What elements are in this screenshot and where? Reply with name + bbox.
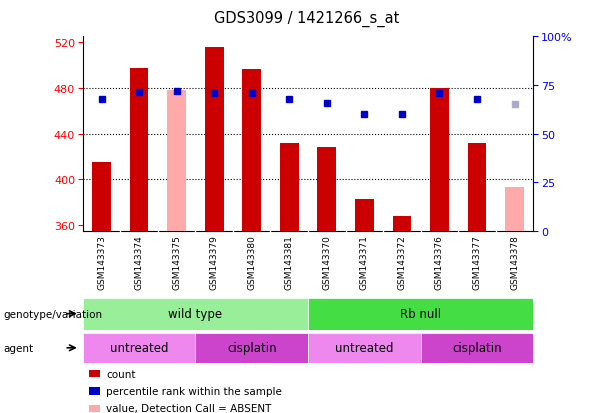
Text: untreated: untreated xyxy=(335,342,394,354)
Text: GSM143378: GSM143378 xyxy=(510,235,519,289)
Bar xyxy=(355,199,374,231)
Bar xyxy=(421,333,533,363)
Text: cisplatin: cisplatin xyxy=(452,342,502,354)
Text: GDS3099 / 1421266_s_at: GDS3099 / 1421266_s_at xyxy=(214,10,399,26)
Bar xyxy=(430,88,449,231)
Text: count: count xyxy=(106,369,135,379)
Text: GSM143371: GSM143371 xyxy=(360,235,369,289)
Text: GSM143375: GSM143375 xyxy=(172,235,181,289)
Bar xyxy=(308,333,421,363)
Text: GSM143377: GSM143377 xyxy=(473,235,481,289)
Text: agent: agent xyxy=(3,343,33,353)
Text: GSM143381: GSM143381 xyxy=(285,235,294,289)
Text: GSM143372: GSM143372 xyxy=(397,235,406,289)
Bar xyxy=(468,143,486,231)
Text: percentile rank within the sample: percentile rank within the sample xyxy=(106,386,282,396)
Bar xyxy=(92,163,111,231)
Bar xyxy=(205,47,224,231)
Text: GSM143374: GSM143374 xyxy=(135,235,143,289)
Text: cisplatin: cisplatin xyxy=(227,342,276,354)
Bar xyxy=(83,298,308,330)
Text: untreated: untreated xyxy=(110,342,169,354)
Text: GSM143379: GSM143379 xyxy=(210,235,219,289)
Text: GSM143373: GSM143373 xyxy=(97,235,106,289)
Bar xyxy=(130,69,148,231)
Bar xyxy=(318,148,336,231)
Text: genotype/variation: genotype/variation xyxy=(3,309,102,319)
Bar xyxy=(280,143,299,231)
Bar xyxy=(505,188,524,231)
Bar xyxy=(83,333,196,363)
Text: GSM143380: GSM143380 xyxy=(247,235,256,289)
Bar xyxy=(196,333,308,363)
Text: Rb null: Rb null xyxy=(400,307,441,320)
Bar xyxy=(167,91,186,231)
Bar xyxy=(242,70,261,231)
Text: GSM143376: GSM143376 xyxy=(435,235,444,289)
Bar xyxy=(308,298,533,330)
Bar xyxy=(392,216,411,231)
Text: wild type: wild type xyxy=(169,307,223,320)
Text: GSM143370: GSM143370 xyxy=(322,235,331,289)
Text: value, Detection Call = ABSENT: value, Detection Call = ABSENT xyxy=(106,404,272,413)
